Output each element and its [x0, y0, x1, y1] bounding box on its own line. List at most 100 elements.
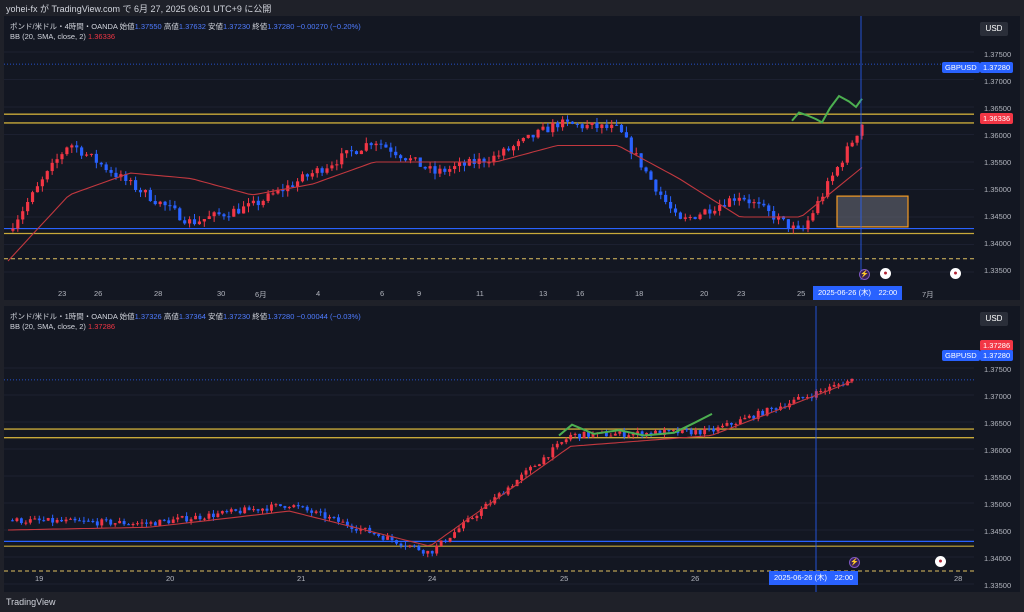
- candle-body: [64, 519, 68, 522]
- bb-legend[interactable]: BB (20, SMA, close, 2) 1.36336: [10, 32, 115, 41]
- bb-label: BB (20, SMA, close, 2): [10, 32, 86, 41]
- currency-button[interactable]: USD: [980, 22, 1008, 36]
- candle-body: [718, 205, 722, 211]
- currency-button[interactable]: USD: [980, 312, 1008, 326]
- candle-body: [654, 430, 657, 435]
- candle-body: [292, 505, 296, 508]
- time-axis-label: 20: [166, 574, 175, 583]
- candle-body: [91, 520, 95, 522]
- time-axis-label: 7月: [922, 290, 934, 299]
- candle-body: [560, 442, 564, 444]
- candle-body: [453, 166, 457, 170]
- candle-body: [46, 517, 50, 521]
- bb-price-tag: 1.36336: [980, 113, 1014, 124]
- chart-pane-1h[interactable]: ポンド/米ドル・1時間・OANDA 始値1.37326 高値1.37364 安値…: [4, 306, 1020, 592]
- candle-body: [114, 172, 118, 178]
- candle-body: [314, 511, 318, 513]
- candle-body: [796, 396, 800, 400]
- candle-body: [725, 423, 729, 426]
- candle-body: [335, 164, 339, 166]
- chart-pane-4h[interactable]: ポンド/米ドル・4時間・OANDA 始値1.37550 高値1.37632 安値…: [4, 16, 1020, 300]
- candle-body: [35, 186, 40, 193]
- lightning-event-icon[interactable]: ⚡: [859, 269, 870, 280]
- candle-body: [51, 517, 55, 523]
- candle-body: [716, 427, 720, 432]
- candle-body: [732, 198, 736, 201]
- candle-body: [721, 425, 724, 428]
- bb-value: 1.37286: [87, 322, 116, 331]
- candle-body: [457, 162, 462, 167]
- time-axis-label: 13: [539, 289, 548, 298]
- candle-body: [256, 200, 260, 206]
- candle-body: [658, 430, 662, 435]
- candle-body: [189, 519, 193, 522]
- candle-body: [433, 166, 437, 174]
- candle-body: [73, 518, 77, 521]
- drawn-green-curve: [558, 413, 713, 437]
- us-flag-event-icon[interactable]: ●: [935, 556, 946, 567]
- price-plot-1h[interactable]: [4, 306, 1020, 592]
- time-axis-label: 23: [58, 289, 67, 298]
- tradingview-logo[interactable]: TradingView: [6, 597, 56, 607]
- candle-body: [222, 214, 226, 217]
- candle-body: [162, 519, 166, 521]
- candle-body: [781, 216, 786, 220]
- candle-body: [399, 155, 403, 159]
- candle-body: [176, 517, 180, 520]
- bb-price-tag: 1.37286: [980, 340, 1014, 351]
- us-flag-event-icon[interactable]: ●: [950, 268, 961, 279]
- candle-body: [470, 518, 474, 520]
- lightning-event-icon[interactable]: ⚡: [849, 557, 860, 568]
- candle-body: [747, 199, 751, 204]
- candle-body: [75, 145, 79, 148]
- candle-body: [291, 185, 295, 187]
- candle-body: [443, 168, 447, 172]
- high-label: 高値: [163, 22, 179, 31]
- candle-body: [11, 520, 14, 522]
- candle-body: [55, 159, 59, 163]
- candle-body: [850, 142, 854, 147]
- time-axis-label: 21: [297, 574, 306, 583]
- candle-body: [811, 213, 815, 221]
- candle-body: [216, 513, 220, 518]
- time-axis-label: 4: [316, 289, 321, 298]
- candle-body: [359, 528, 363, 531]
- candle-body: [639, 153, 643, 168]
- candle-body: [774, 408, 778, 410]
- price-plot-4h[interactable]: [4, 16, 1020, 300]
- candle-body: [341, 521, 345, 523]
- candle-body: [323, 512, 327, 519]
- candle-body: [78, 520, 81, 522]
- candle-body: [698, 214, 702, 219]
- candle-body: [26, 202, 30, 212]
- open-label: 始値: [119, 312, 135, 321]
- candle-body: [703, 209, 707, 215]
- candle-body: [669, 201, 673, 209]
- price-axis-label: 1.35500: [984, 158, 1012, 167]
- publish-info: yohei-fx が TradingView.com で 6月 27, 2025…: [6, 4, 272, 14]
- candle-body: [183, 220, 187, 224]
- candle-body: [403, 545, 407, 547]
- candle-body: [30, 192, 35, 203]
- candle-body: [84, 154, 89, 156]
- candle-body: [555, 443, 559, 448]
- candle-body: [511, 486, 515, 488]
- us-flag-event-icon[interactable]: ●: [880, 268, 891, 279]
- candle-body: [417, 546, 421, 551]
- change-value: −0.00044 (−0.03%): [296, 312, 361, 321]
- candle-body: [693, 216, 697, 219]
- candle-body: [541, 126, 545, 130]
- candle-body: [619, 124, 624, 133]
- candle-body: [381, 535, 385, 540]
- candle-body: [492, 155, 496, 163]
- open-label: 始値: [119, 22, 135, 31]
- candle-body: [140, 522, 144, 524]
- candle-body: [613, 433, 617, 436]
- candle-body: [153, 522, 157, 526]
- candle-body: [185, 516, 189, 522]
- candle-body: [466, 518, 470, 523]
- price-axis-label: 1.34500: [984, 527, 1012, 536]
- bb-legend[interactable]: BB (20, SMA, close, 2) 1.37286: [10, 322, 115, 331]
- time-axis-label: 19: [35, 574, 44, 583]
- candle-body: [622, 431, 626, 437]
